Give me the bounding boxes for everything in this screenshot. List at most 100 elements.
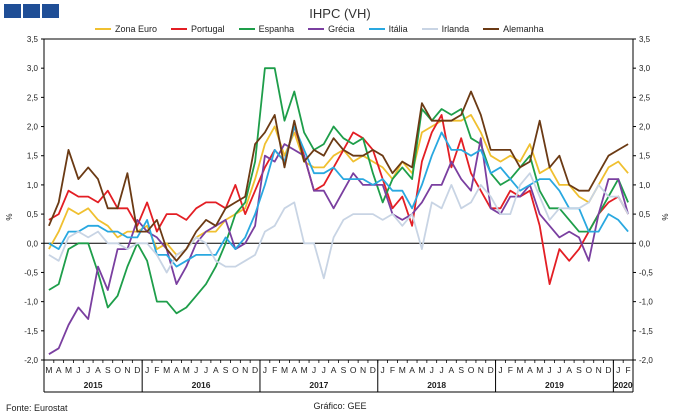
x-month-label: M	[183, 365, 190, 375]
x-month-label: N	[360, 365, 366, 375]
x-month-label: A	[409, 365, 415, 375]
x-month-label: N	[478, 365, 484, 375]
legend-label: Zona Euro	[115, 24, 158, 34]
legend-label: Grécia	[328, 24, 355, 34]
x-month-label: O	[468, 365, 475, 375]
legend-item: Alemanha	[483, 24, 544, 34]
x-month-label: M	[517, 365, 524, 375]
y-tick-label-right: 0,5	[639, 210, 651, 219]
legend-item: Itália	[368, 24, 408, 34]
legend-item: Grécia	[308, 24, 355, 34]
y-tick-label-left: -1,0	[24, 298, 38, 307]
y-tick-label-left: 1,5	[27, 152, 39, 161]
y-tick-label-left: 1,0	[27, 181, 39, 190]
series-line-it-lia	[48, 125, 629, 268]
chart-credit: Gráfico: GEE	[313, 401, 367, 411]
logo	[4, 4, 59, 18]
y-tick-label-left: 3,0	[27, 64, 39, 73]
x-month-label: M	[45, 365, 52, 375]
x-month-label: J	[86, 365, 90, 375]
y-axis-unit-right: %	[661, 214, 670, 221]
legend-swatch	[483, 28, 500, 30]
y-tick-label-right: 0,0	[639, 239, 651, 248]
x-month-label: N	[596, 365, 602, 375]
y-tick-label-right: 1,5	[639, 152, 651, 161]
x-month-label: S	[223, 365, 229, 375]
x-month-label: A	[331, 365, 337, 375]
x-month-label: F	[272, 365, 277, 375]
x-month-label: A	[527, 365, 533, 375]
legend-item: Irlanda	[421, 24, 469, 34]
series-line-gr-cia	[48, 137, 629, 355]
legend-item: Portugal	[171, 24, 225, 34]
x-month-label: J	[557, 365, 561, 375]
x-month-label: M	[536, 365, 543, 375]
series-line-alemanha	[48, 90, 629, 262]
x-month-label: J	[312, 365, 316, 375]
x-month-label: M	[399, 365, 406, 375]
y-tick-label-left: 2,5	[27, 93, 39, 102]
x-month-label: D	[134, 365, 140, 375]
x-month-label: F	[390, 365, 395, 375]
legend-label: Espanha	[258, 24, 295, 34]
x-month-label: O	[350, 365, 357, 375]
y-tick-label-right: -1,0	[639, 298, 653, 307]
y-tick-label-right: 2,0	[639, 123, 651, 132]
x-month-label: J	[439, 365, 443, 375]
series-line-zona-euro	[48, 114, 629, 256]
legend-swatch	[368, 28, 385, 30]
x-month-label: J	[263, 365, 267, 375]
series-line-portugal	[48, 114, 629, 286]
legend-label: Portugal	[191, 24, 225, 34]
y-tick-label-right: -0,5	[639, 268, 653, 277]
x-month-label: D	[370, 365, 376, 375]
x-month-label: M	[163, 365, 170, 375]
x-month-label: M	[418, 365, 425, 375]
legend-swatch	[308, 28, 325, 30]
legend-swatch	[421, 28, 438, 30]
x-month-label: J	[145, 365, 149, 375]
series-line-irlanda	[48, 172, 629, 280]
x-month-label: N	[124, 365, 130, 375]
legend-swatch	[95, 28, 111, 30]
y-tick-label-left: 0,5	[27, 210, 39, 219]
legend-item: Zona Euro	[95, 24, 157, 34]
x-month-label: O	[232, 365, 239, 375]
y-tick-label-right: -1,5	[639, 327, 653, 336]
x-month-label: M	[65, 365, 72, 375]
x-month-label: F	[154, 365, 159, 375]
x-month-label: J	[76, 365, 80, 375]
x-month-label: D	[252, 365, 258, 375]
x-month-label: D	[488, 365, 494, 375]
y-tick-label-right: -2,0	[639, 356, 653, 365]
x-year-label: 2015	[84, 380, 103, 390]
x-month-label: S	[458, 365, 464, 375]
x-month-label: O	[114, 365, 121, 375]
y-tick-label-right: 3,0	[639, 64, 651, 73]
y-tick-label-left: -0,5	[24, 268, 38, 277]
x-month-label: A	[449, 365, 455, 375]
y-tick-label-right: 3,5	[639, 35, 651, 44]
y-tick-label-left: 3,5	[27, 35, 39, 44]
x-month-label: J	[498, 365, 502, 375]
x-month-label: S	[576, 365, 582, 375]
y-tick-label-right: 2,5	[639, 93, 651, 102]
x-year-label: 2017	[309, 380, 328, 390]
x-month-label: A	[95, 365, 101, 375]
logo-block	[23, 4, 40, 18]
x-year-label: 2020	[614, 380, 633, 390]
y-tick-label-left: -2,0	[24, 356, 38, 365]
x-year-label: 2018	[427, 380, 446, 390]
x-month-label: J	[322, 365, 326, 375]
x-year-label: 2019	[545, 380, 564, 390]
legend-label: Itália	[388, 24, 408, 34]
x-month-label: F	[508, 365, 513, 375]
x-month-label: A	[566, 365, 572, 375]
y-tick-label-left: 2,0	[27, 123, 39, 132]
x-month-label: M	[301, 365, 308, 375]
logo-block	[42, 4, 59, 18]
x-month-label: J	[430, 365, 434, 375]
y-tick-label-left: -1,5	[24, 327, 38, 336]
x-year-label: 2016	[192, 380, 211, 390]
